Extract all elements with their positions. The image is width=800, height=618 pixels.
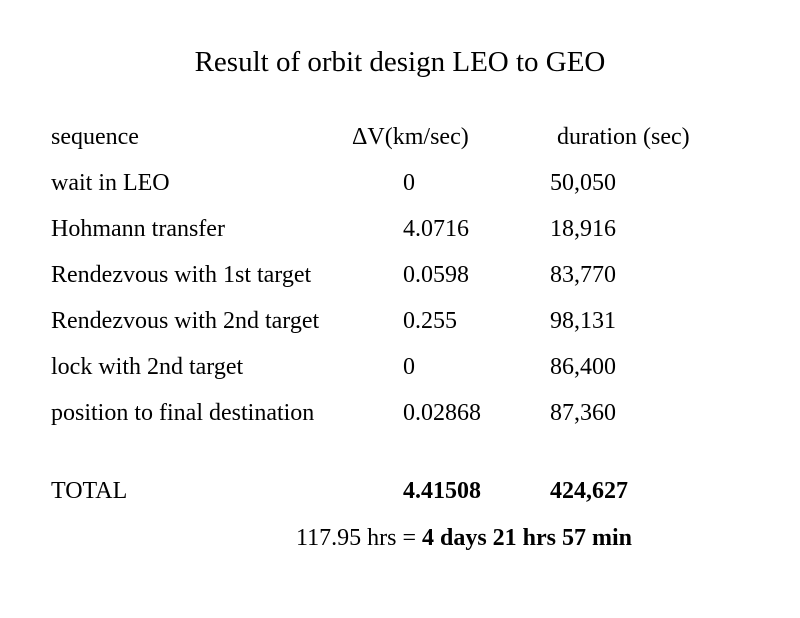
row-dv: 0 xyxy=(403,354,415,380)
summary-hours: 117.95 hrs = xyxy=(296,525,422,551)
header-duration: duration (sec) xyxy=(557,124,690,150)
row-duration: 83,770 xyxy=(550,262,616,288)
header-dv: ΔV(km/sec) xyxy=(352,124,469,150)
row-sequence: position to final destination xyxy=(51,400,315,426)
duration-summary: 117.95 hrs = 4 days 21 hrs 57 min xyxy=(296,524,632,552)
row-sequence: Rendezvous with 2nd target xyxy=(51,308,320,334)
row-sequence: lock with 2nd target xyxy=(51,354,244,380)
row-dv: 4.0716 xyxy=(403,216,469,242)
row-dv: 0 xyxy=(403,170,415,196)
total-dv: 4.41508 xyxy=(403,478,481,504)
row-duration: 98,131 xyxy=(550,308,616,334)
row-duration: 50,050 xyxy=(550,170,616,196)
row-dv: 0.255 xyxy=(403,308,457,334)
row-sequence: Hohmann transfer xyxy=(51,216,225,242)
row-duration: 87,360 xyxy=(550,400,616,426)
row-sequence: Rendezvous with 1st target xyxy=(51,262,312,288)
row-dv: 0.0598 xyxy=(403,262,469,288)
page-title: Result of orbit design LEO to GEO xyxy=(194,46,606,78)
row-duration: 18,916 xyxy=(550,216,616,242)
header-sequence: sequence xyxy=(51,124,139,150)
row-duration: 86,400 xyxy=(550,354,616,380)
row-sequence: wait in LEO xyxy=(51,170,170,196)
total-duration: 424,627 xyxy=(550,478,628,504)
row-dv: 0.02868 xyxy=(403,400,481,426)
total-label: TOTAL xyxy=(51,478,128,504)
summary-readable: 4 days 21 hrs 57 min xyxy=(421,525,633,551)
